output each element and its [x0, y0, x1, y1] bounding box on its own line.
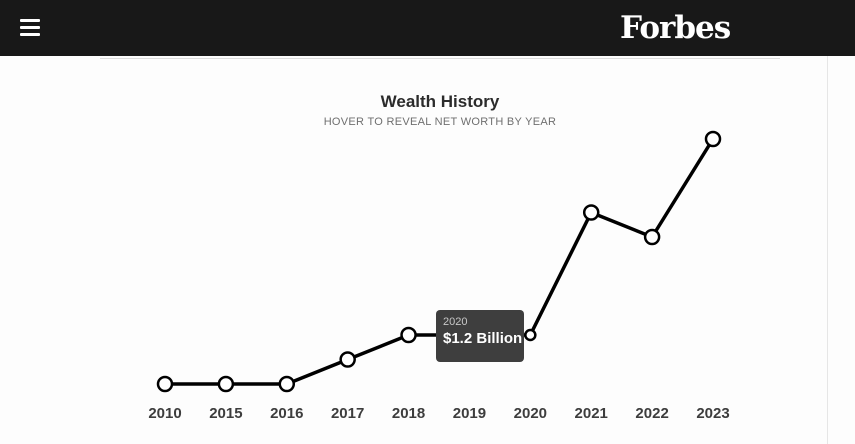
x-tick-label: 2021	[575, 405, 608, 422]
menu-line	[20, 26, 40, 29]
data-point-2018[interactable]	[400, 326, 417, 344]
data-point-2023[interactable]	[704, 130, 722, 148]
tooltip-year: 2020	[443, 316, 468, 328]
chart-title: Wealth History	[380, 92, 500, 111]
x-tick-label: 2019	[453, 405, 486, 422]
x-tick-label: 2022	[635, 405, 668, 422]
menu-line	[20, 33, 40, 36]
data-point-2020[interactable]	[524, 328, 537, 342]
x-tick-label: 2015	[209, 405, 242, 422]
x-tick-label: 2020	[514, 405, 547, 422]
x-tick-label: 2016	[270, 405, 303, 422]
content-divider	[100, 58, 780, 59]
data-point-2022[interactable]	[643, 228, 661, 246]
data-point-2010[interactable]	[156, 375, 174, 393]
hamburger-menu-icon[interactable]	[18, 16, 44, 40]
top-navigation-bar: Forbes	[0, 0, 855, 56]
chart-subtitle: HOVER TO REVEAL NET WORTH BY YEAR	[323, 116, 557, 128]
data-point-2016[interactable]	[278, 375, 296, 393]
menu-line	[20, 19, 40, 22]
x-tick-label: 2010	[148, 405, 181, 422]
data-point-2017[interactable]	[339, 351, 356, 368]
data-point-2015[interactable]	[217, 375, 235, 393]
forbes-logo[interactable]: Forbes	[620, 10, 731, 46]
net-worth-tooltip: 2020 $1.2 Billion	[436, 310, 524, 362]
right-rule	[827, 56, 828, 444]
x-tick-label: 2017	[331, 405, 364, 422]
data-point-2021[interactable]	[582, 204, 600, 221]
x-tick-label: 2023	[696, 405, 729, 422]
tooltip-value: $1.2 Billion	[443, 330, 523, 347]
x-tick-label: 2018	[392, 405, 425, 422]
